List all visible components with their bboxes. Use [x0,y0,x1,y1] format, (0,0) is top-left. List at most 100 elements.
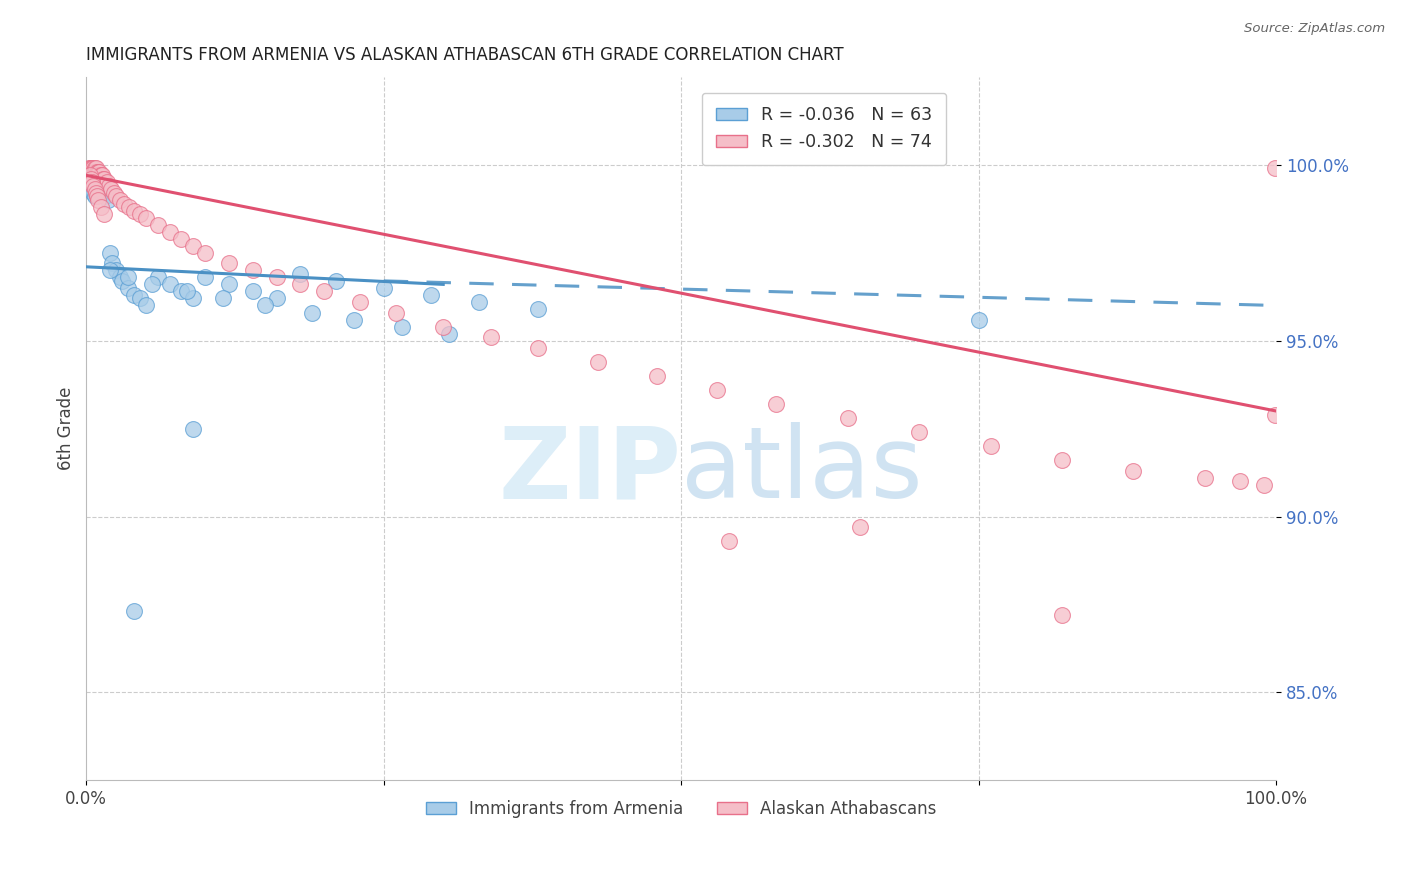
Text: ZIP: ZIP [498,422,681,519]
Point [108,270,131,285]
Point [325,274,347,288]
Point [980,439,1002,453]
Point [90,169,112,183]
Point [83,161,105,176]
Point [98,263,121,277]
Point [1194,471,1216,485]
Point [84,186,107,200]
Point [82,175,104,189]
Point [908,425,931,439]
Point [122,203,145,218]
Point [86,165,108,179]
Point [79,165,101,179]
Point [90,169,112,183]
Point [82,182,104,196]
Point [1264,161,1286,176]
Point [183,292,205,306]
Point [194,270,217,285]
Point [527,341,550,355]
Point [141,277,163,292]
Point [242,285,264,299]
Point [343,312,366,326]
Point [212,292,235,306]
Point [91,172,114,186]
Point [82,165,104,179]
Point [301,305,323,319]
Point [837,411,859,425]
Point [253,298,276,312]
Point [159,225,181,239]
Point [384,305,406,319]
Point [82,175,104,189]
Point [82,172,104,186]
Text: IMMIGRANTS FROM ARMENIA VS ALASKAN ATHABASCAN 6TH GRADE CORRELATION CHART: IMMIGRANTS FROM ARMENIA VS ALASKAN ATHAB… [86,46,844,64]
Point [432,319,454,334]
Point [98,245,121,260]
Point [83,182,105,196]
Point [83,165,105,179]
Point [314,285,336,299]
Point [80,169,103,183]
Point [717,534,740,549]
Point [100,182,122,196]
Point [79,169,101,183]
Y-axis label: 6th Grade: 6th Grade [58,387,75,470]
Point [146,270,169,285]
Point [93,172,115,186]
Point [87,178,110,193]
Point [86,169,108,183]
Point [90,200,112,214]
Point [159,277,181,292]
Point [128,207,150,221]
Point [122,605,145,619]
Point [1229,475,1251,489]
Point [89,182,111,196]
Point [82,161,104,176]
Point [77,161,100,176]
Point [242,263,264,277]
Point [108,193,131,207]
Point [266,270,288,285]
Point [82,161,104,176]
Point [176,285,198,299]
Point [373,281,395,295]
Point [420,288,443,302]
Point [83,178,105,193]
Point [170,285,193,299]
Text: Source: ZipAtlas.com: Source: ZipAtlas.com [1244,22,1385,36]
Point [117,270,139,285]
Point [93,186,115,200]
Point [87,169,110,183]
Point [90,178,112,193]
Point [647,368,669,383]
Point [79,161,101,176]
Point [86,175,108,189]
Point [82,161,104,176]
Point [101,256,124,270]
Point [118,200,141,214]
Point [89,165,111,179]
Point [84,169,107,183]
Point [90,175,112,189]
Point [391,319,413,334]
Point [218,256,240,270]
Point [765,397,787,411]
Point [218,277,240,292]
Point [290,267,312,281]
Point [706,383,728,397]
Point [194,245,217,260]
Point [479,330,502,344]
Point [96,175,118,189]
Point [97,178,120,193]
Text: atlas: atlas [681,422,922,519]
Point [82,165,104,179]
Point [87,169,110,183]
Point [1253,478,1275,492]
Point [1050,607,1073,622]
Point [170,232,193,246]
Point [94,189,117,203]
Point [1050,453,1073,467]
Legend: Immigrants from Armenia, Alaskan Athabascans: Immigrants from Armenia, Alaskan Athabas… [419,793,943,825]
Point [117,281,139,295]
Point [586,355,609,369]
